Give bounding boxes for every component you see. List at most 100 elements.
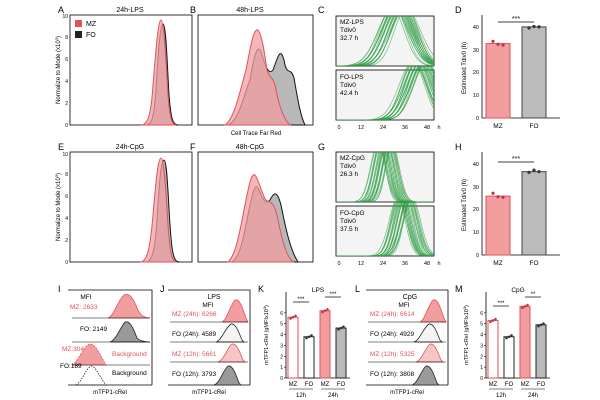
- m-point: [505, 336, 508, 340]
- tick-e-4: 4: [65, 216, 68, 222]
- d-xlabel-mz: MZ: [493, 123, 502, 130]
- k-xl-fo12: FO: [305, 382, 314, 388]
- i-hist-fo-bg: [75, 365, 107, 386]
- i-hist-mz: [107, 293, 151, 319]
- k-point: [289, 317, 292, 320]
- m-point: [491, 319, 495, 322]
- m-xl-mz12: MZ: [489, 382, 498, 388]
- xlabel-ctfr: Cell Trace Far Red: [231, 131, 281, 137]
- c-mz-value: 32.7 h: [340, 35, 358, 42]
- k-xl-mz12: MZ: [289, 382, 298, 388]
- d-bar-mz: [485, 43, 511, 119]
- division-curve: [336, 66, 434, 120]
- i-mfi: MFI: [80, 294, 91, 301]
- legend-mz: MZ: [86, 21, 97, 28]
- i-xlabel: mTFP1-cRel: [93, 390, 127, 396]
- h-ytick-30: 30: [473, 185, 479, 191]
- k-time-12h: 12h: [296, 393, 306, 399]
- legend-fo: FO: [86, 32, 96, 39]
- division-curve: [336, 202, 434, 256]
- k-time-24h: 24h: [328, 393, 338, 399]
- histogram-mz: [139, 157, 178, 263]
- k-ylabel: mTFP1-cRel (gMFIx103): [262, 305, 270, 365]
- m-point: [494, 317, 497, 321]
- l-xlabel: mTFP1-cRel: [390, 390, 424, 396]
- panel-letter-m: M: [455, 284, 463, 294]
- h-ylabel: Estimated Tdiv0 (h): [462, 179, 468, 231]
- division-curve: [336, 152, 434, 202]
- division-curve: [336, 16, 434, 66]
- m-ytick: 3: [480, 343, 483, 349]
- d-bar-fo: [521, 26, 547, 119]
- k-sig-12h: ***: [297, 297, 305, 303]
- k-sig-24h: ***: [329, 292, 337, 298]
- k-point: [310, 334, 313, 337]
- i-fo-bg-value: FO:189: [60, 363, 82, 370]
- m-point: [537, 324, 540, 328]
- panel-f: 48h-CpG: [197, 144, 314, 263]
- k-xl-fo24: FO: [337, 382, 346, 388]
- division-curve: [336, 202, 434, 256]
- j-row-fo24: FO (24h): 4589: [172, 331, 216, 338]
- d-ytick-10: 10: [473, 93, 479, 99]
- tick-e-0: 0: [65, 260, 68, 266]
- m-ytick: 0: [480, 376, 483, 382]
- division-curve: [336, 16, 434, 66]
- m-bar: [503, 336, 515, 379]
- c-xtick-12: 12: [358, 125, 364, 131]
- m-bar: [535, 324, 547, 379]
- h-ytick-20: 20: [473, 207, 479, 213]
- g-fo-value: 37.5 h: [340, 226, 358, 233]
- k-point: [307, 335, 311, 339]
- panel-letter-d: D: [455, 5, 462, 15]
- d-xlabel-fo: FO: [529, 123, 538, 130]
- panel-a: 24h-LPS MZ FO 0 2 4 6 8 10 Normalize to …: [54, 7, 193, 129]
- m-ytick: 5: [480, 322, 483, 328]
- j-xlabel: mTFP1-cRel: [192, 390, 226, 396]
- m-point: [539, 323, 543, 327]
- h-point: [501, 195, 505, 199]
- panel-letter-i: I: [58, 284, 61, 294]
- panel-i: MFI MZ: 2633 FO: 2149 MZ:304 Background …: [60, 289, 153, 396]
- panel-b: 48h-LPS Cell Trace Far Red: [197, 7, 314, 137]
- c-fo-label: FO-LPS: [340, 74, 364, 81]
- j-hist-fo12: [213, 365, 242, 386]
- g-xtick-36: 36: [402, 261, 408, 267]
- c-xtick-48: 48: [424, 125, 430, 131]
- g-fo-label: FO-CpG: [340, 210, 365, 217]
- d-point: [491, 39, 495, 43]
- c-xtick-unit: h: [437, 125, 440, 131]
- panel-letter-l: L: [355, 284, 360, 294]
- l-row-mz24: MZ (24h): 6614: [370, 311, 415, 318]
- i-mz-value: MZ: 2633: [70, 304, 98, 311]
- division-curve: [336, 152, 434, 202]
- c-fo-value: 42.4 h: [340, 90, 358, 97]
- l-hist-fo12: [411, 365, 440, 386]
- h-bar-fo: [521, 171, 547, 256]
- m-point: [523, 305, 527, 308]
- title-f: 48h-CpG: [236, 144, 264, 151]
- panel-l: CpG MFI MZ (24h): 6614 FO (24h): 4929 MZ…: [366, 289, 449, 396]
- d-ytick-40: 40: [473, 25, 479, 31]
- division-curve: [336, 152, 434, 202]
- division-curve: [336, 66, 434, 120]
- g-mz-label: MZ-CpG: [340, 155, 365, 162]
- panel-m: CpG 0 1 2 3 4 5 6 mTFP1-cRel (gMFIx103) *** **…: [462, 287, 550, 399]
- j-hist-mz24: [221, 299, 249, 323]
- d-ytick-30: 30: [473, 48, 479, 54]
- m-bar: [519, 305, 531, 379]
- m-bar: [487, 319, 499, 379]
- panel-h: 0 10 20 30 40 Estimated Tdiv0 (h) *** MZ…: [462, 152, 560, 267]
- division-curve: [336, 66, 434, 120]
- m-ylabel: mTFP1-cRel (gMFIx103): [462, 305, 470, 365]
- j-mfi: MFI: [202, 302, 213, 309]
- histogram-mz: [223, 29, 292, 126]
- histogram-mz: [226, 174, 295, 263]
- l-title: CpG: [403, 294, 417, 301]
- division-curve: [336, 152, 434, 202]
- division-curve: [336, 66, 434, 120]
- panel-letter-k: K: [258, 284, 264, 294]
- m-point: [489, 320, 492, 324]
- j-title: LPS: [207, 294, 221, 301]
- i-bg-label-1: Background: [112, 351, 147, 358]
